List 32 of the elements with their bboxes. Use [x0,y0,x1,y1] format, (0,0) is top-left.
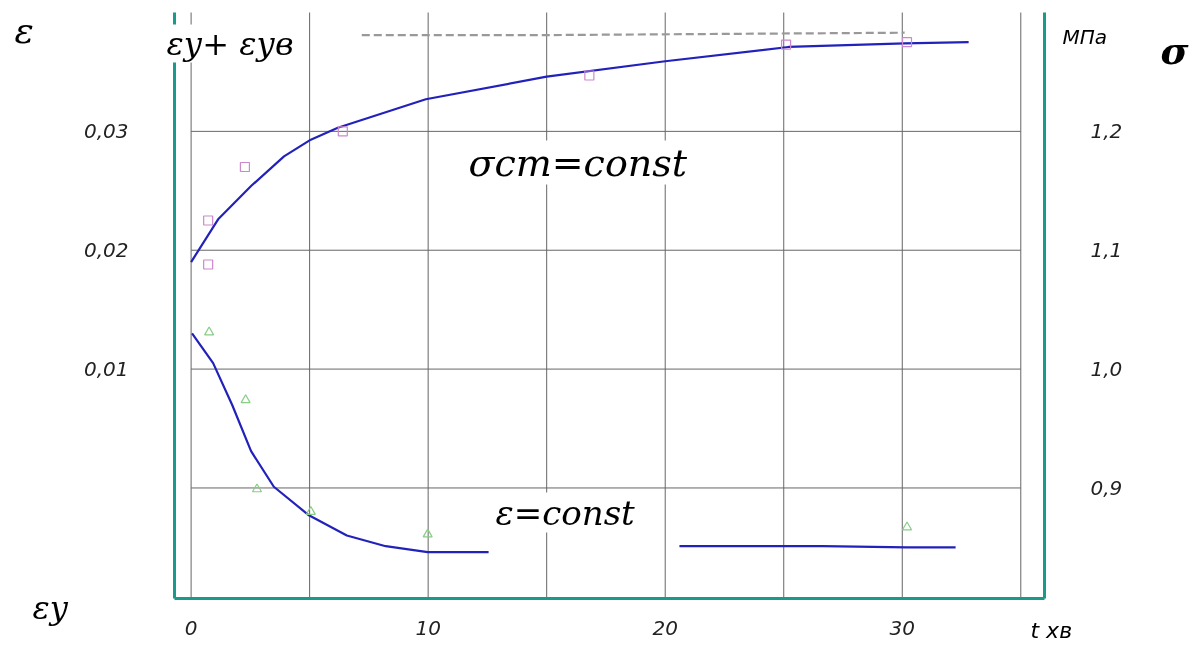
y-tick-label: 0,03 [83,119,129,144]
y-tick-label: 0,02 [83,238,129,263]
point [901,37,913,48]
annotation: σст=const [468,140,688,185]
point [337,126,348,137]
text: МПа [1062,24,1108,49]
x-tick-label: 0 [184,615,198,640]
y2-tick-label: 1,0 [1090,357,1123,382]
point [422,528,433,538]
y2-tick-label: 1,2 [1090,119,1123,144]
x-tick-label: 10 [415,615,441,640]
y-tick-label: 0,01 [83,357,129,382]
point [203,215,214,226]
point [305,505,316,515]
point [901,521,913,531]
y2-tick-label: 0,9 [1090,475,1123,500]
annotation: εу+ εув [166,24,294,63]
point [251,483,263,493]
y-axis-title: ε [14,9,34,51]
point [203,259,214,270]
annotation: ε=const [495,492,636,533]
text: εу [32,588,69,627]
point [781,39,792,50]
point [240,394,251,404]
point [204,326,215,336]
y2-tick-label: 1,1 [1090,238,1123,263]
x-tick-label: 20 [652,615,678,640]
y2-axis-title: σ [1160,27,1190,73]
point [584,70,595,81]
x-axis-title: t хв [1030,617,1073,643]
point [239,161,251,173]
x-tick-label: 30 [889,615,915,640]
